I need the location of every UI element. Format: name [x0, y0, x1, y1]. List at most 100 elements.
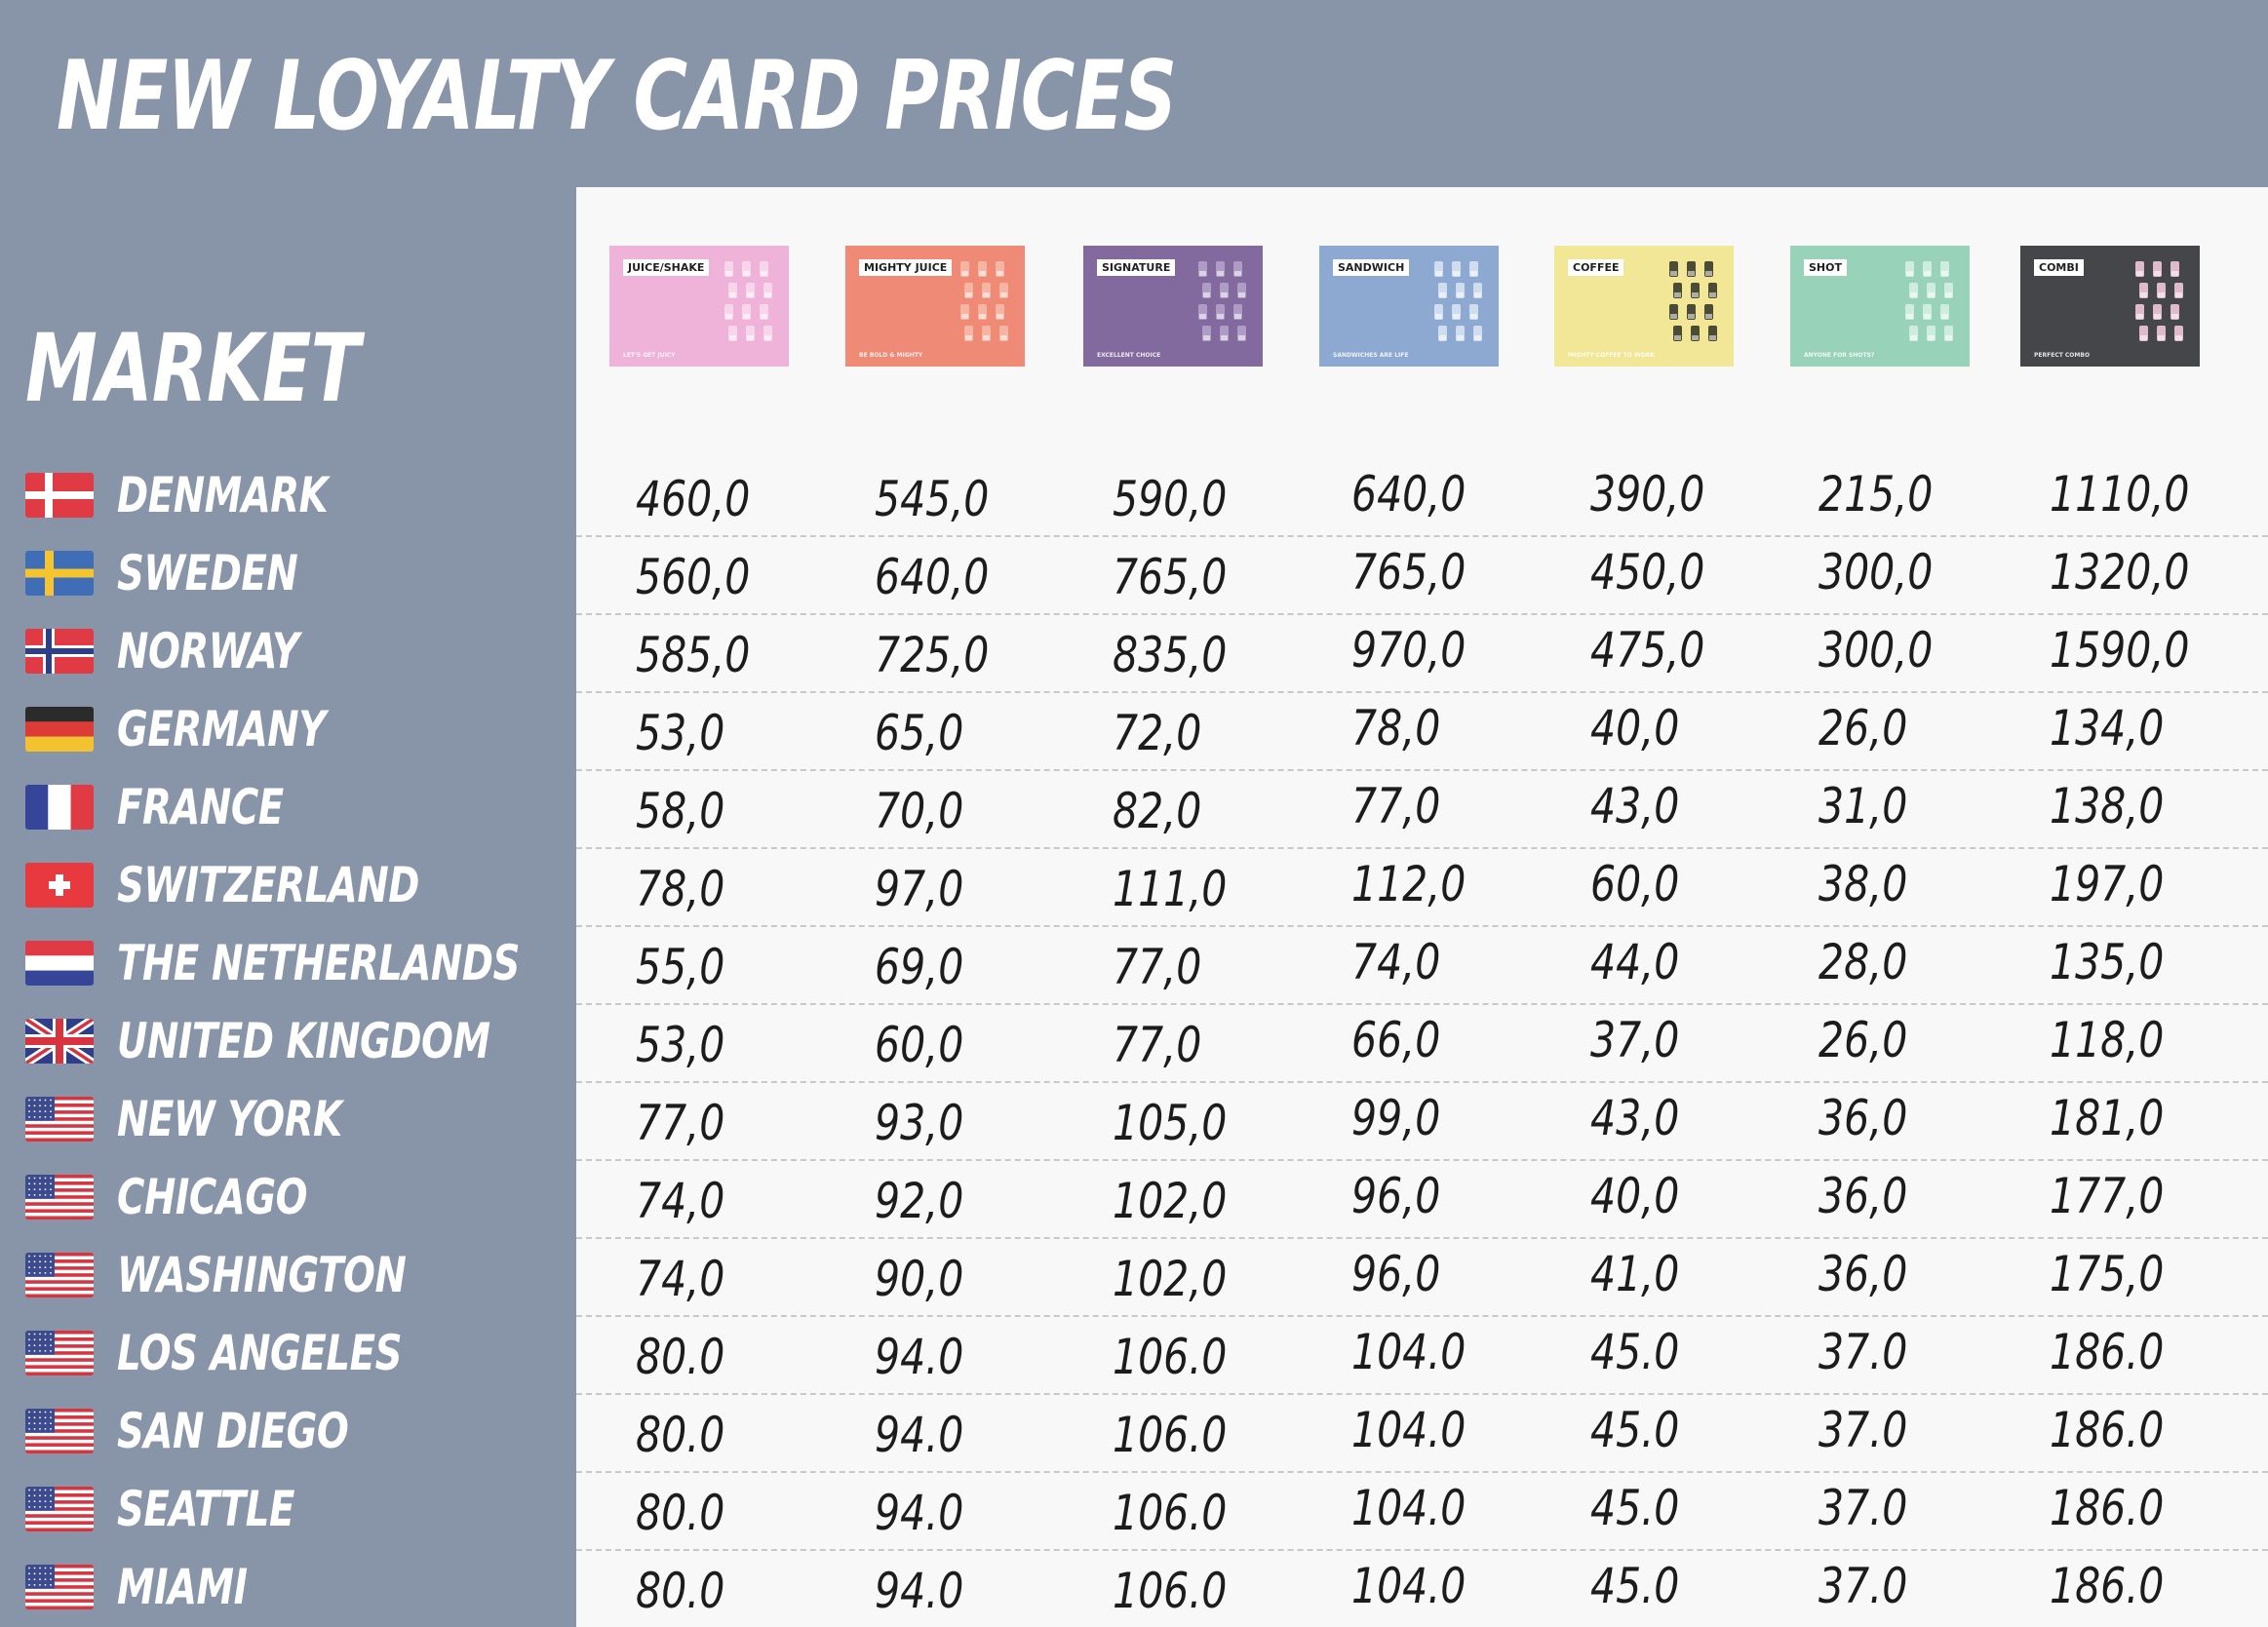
card-slogan: BE BOLD & MIGHTY: [859, 352, 923, 359]
market-row: GERMANY: [25, 690, 571, 768]
price-cell: 111,0: [1113, 861, 1228, 917]
shot-glasses-icon: [1905, 261, 1953, 341]
market-name: NEW YORK: [117, 1091, 342, 1147]
loyalty-card: SHOT ANYONE FOR SHOTS?: [1790, 246, 1970, 367]
market-name: SWEDEN: [117, 545, 298, 601]
price-cell: 106.0: [1113, 1563, 1228, 1619]
price-cell: 60,0: [1590, 856, 1680, 912]
card-slogan: SANDWICHES ARE LIFE: [1333, 352, 1409, 359]
switzerland-flag-icon: [25, 863, 94, 908]
market-name: GERMANY: [117, 701, 326, 757]
price-cell: 96,0: [1351, 1246, 1441, 1302]
card-label: SIGNATURE: [1097, 259, 1176, 276]
price-cell: 215,0: [1818, 466, 1934, 523]
price-cell: 40,0: [1590, 1168, 1680, 1224]
price-cell: 55,0: [636, 939, 725, 995]
price-cell: 104.0: [1351, 1402, 1466, 1458]
table-row: 74,0 90,0 102,0 96,0 41,0 36,0 175,0: [576, 1239, 2268, 1317]
price-cell: 765,0: [1351, 544, 1466, 600]
price-cell: 134,0: [2050, 700, 2165, 756]
price-cell: 53,0: [636, 705, 725, 761]
price-cell: 585,0: [636, 627, 751, 683]
price-cell: 96,0: [1351, 1168, 1441, 1224]
price-table: JUICE/SHAKE LET'S GET JUICY MIGHTY JUICE BE…: [576, 187, 2268, 1627]
price-cell: 93,0: [875, 1095, 964, 1151]
sandwich-icon: [1434, 261, 1482, 341]
table-row: 560,0 640,0 765,0 765,0 450,0 300,0 1320,0: [576, 537, 2268, 615]
price-cell: 560,0: [636, 549, 751, 605]
price-cell: 118,0: [2050, 1012, 2165, 1068]
market-name: LOS ANGELES: [117, 1325, 403, 1381]
price-cell: 94.0: [875, 1563, 964, 1619]
price-cell: 65,0: [875, 705, 964, 761]
price-cell: 80.0: [636, 1485, 725, 1541]
price-cell: 74,0: [636, 1251, 725, 1307]
price-cell: 106.0: [1113, 1485, 1228, 1541]
market-name: FRANCE: [117, 779, 284, 835]
price-cell: 300,0: [1818, 622, 1934, 678]
price-cell: 90,0: [875, 1251, 964, 1307]
price-cell: 106.0: [1113, 1329, 1228, 1385]
loyalty-card: SIGNATURE EXCELLENT CHOICE: [1083, 246, 1263, 367]
table-row: 78,0 97,0 111,0 112,0 60,0 38,0 197,0: [576, 849, 2268, 927]
price-cell: 77,0: [1113, 939, 1202, 995]
price-cell: 82,0: [1113, 783, 1202, 839]
price-cell: 45.0: [1590, 1402, 1680, 1458]
price-cell: 77,0: [636, 1095, 725, 1151]
price-cell: 74,0: [1351, 934, 1441, 990]
price-cell: 105,0: [1113, 1095, 1228, 1151]
table-row: 585,0 725,0 835,0 970,0 475,0 300,0 1590,0: [576, 615, 2268, 693]
loyalty-card: JUICE/SHAKE LET'S GET JUICY: [609, 246, 789, 367]
price-cell: 1320,0: [2050, 544, 2190, 600]
price-cell: 58,0: [636, 783, 725, 839]
price-cell: 94.0: [875, 1407, 964, 1463]
price-cell: 390,0: [1590, 466, 1705, 523]
france-flag-icon: [25, 785, 94, 830]
table-row: 460,0 545,0 590,0 640,0 390,0 215,0 1110,0: [576, 459, 2268, 537]
price-cell: 53,0: [636, 1017, 725, 1073]
card-slogan: EXCELLENT CHOICE: [1097, 352, 1161, 359]
market-name: UNITED KINGDOM: [117, 1013, 490, 1069]
usa-flag-icon: [25, 1331, 94, 1375]
loyalty-card: MIGHTY JUICE BE BOLD & MIGHTY: [845, 246, 1025, 367]
table-row: 80.0 94.0 106.0 104.0 45.0 37.0 186.0: [576, 1473, 2268, 1551]
signature-cups-icon: [1198, 261, 1246, 341]
price-cell: 36,0: [1818, 1246, 1908, 1302]
germany-flag-icon: [25, 707, 94, 752]
card-slogan: PERFECT COMBO: [2034, 352, 2091, 359]
market-row: SWEDEN: [25, 534, 571, 612]
price-cell: 545,0: [875, 471, 990, 527]
price-cell: 31,0: [1818, 778, 1908, 834]
price-cell: 186.0: [2050, 1324, 2165, 1380]
market-name: SAN DIEGO: [117, 1403, 349, 1459]
price-cell: 94.0: [875, 1485, 964, 1541]
market-row: WASHINGTON: [25, 1236, 571, 1314]
price-cell: 80.0: [636, 1329, 725, 1385]
price-cell: 45.0: [1590, 1558, 1680, 1614]
card-label: MIGHTY JUICE: [859, 259, 953, 276]
market-name: WASHINGTON: [117, 1247, 407, 1303]
table-row: 77,0 93,0 105,0 99,0 43,0 36,0 181,0: [576, 1083, 2268, 1161]
price-cell: 640,0: [875, 549, 990, 605]
price-cell: 36,0: [1818, 1090, 1908, 1146]
table-row: 58,0 70,0 82,0 77,0 43,0 31,0 138,0: [576, 771, 2268, 849]
price-cell: 45.0: [1590, 1480, 1680, 1536]
market-name: SWITZERLAND: [117, 857, 419, 913]
market-row: SEATTLE: [25, 1470, 571, 1548]
usa-flag-icon: [25, 1487, 94, 1531]
price-cell: 106.0: [1113, 1407, 1228, 1463]
price-cell: 177,0: [2050, 1168, 2165, 1224]
price-cell: 94.0: [875, 1329, 964, 1385]
price-cell: 181,0: [2050, 1090, 2165, 1146]
market-name: NORWAY: [117, 623, 299, 679]
price-cell: 78,0: [1351, 700, 1441, 756]
price-cell: 36,0: [1818, 1168, 1908, 1224]
price-cell: 725,0: [875, 627, 990, 683]
price-cell: 640,0: [1351, 466, 1466, 523]
table-row: 80.0 94.0 106.0 104.0 45.0 37.0 186.0: [576, 1317, 2268, 1395]
price-cell: 765,0: [1113, 549, 1228, 605]
norway-flag-icon: [25, 629, 94, 674]
price-cell: 44,0: [1590, 934, 1680, 990]
usa-flag-icon: [25, 1097, 94, 1142]
table-row: 80.0 94.0 106.0 104.0 45.0 37.0 186.0: [576, 1395, 2268, 1473]
